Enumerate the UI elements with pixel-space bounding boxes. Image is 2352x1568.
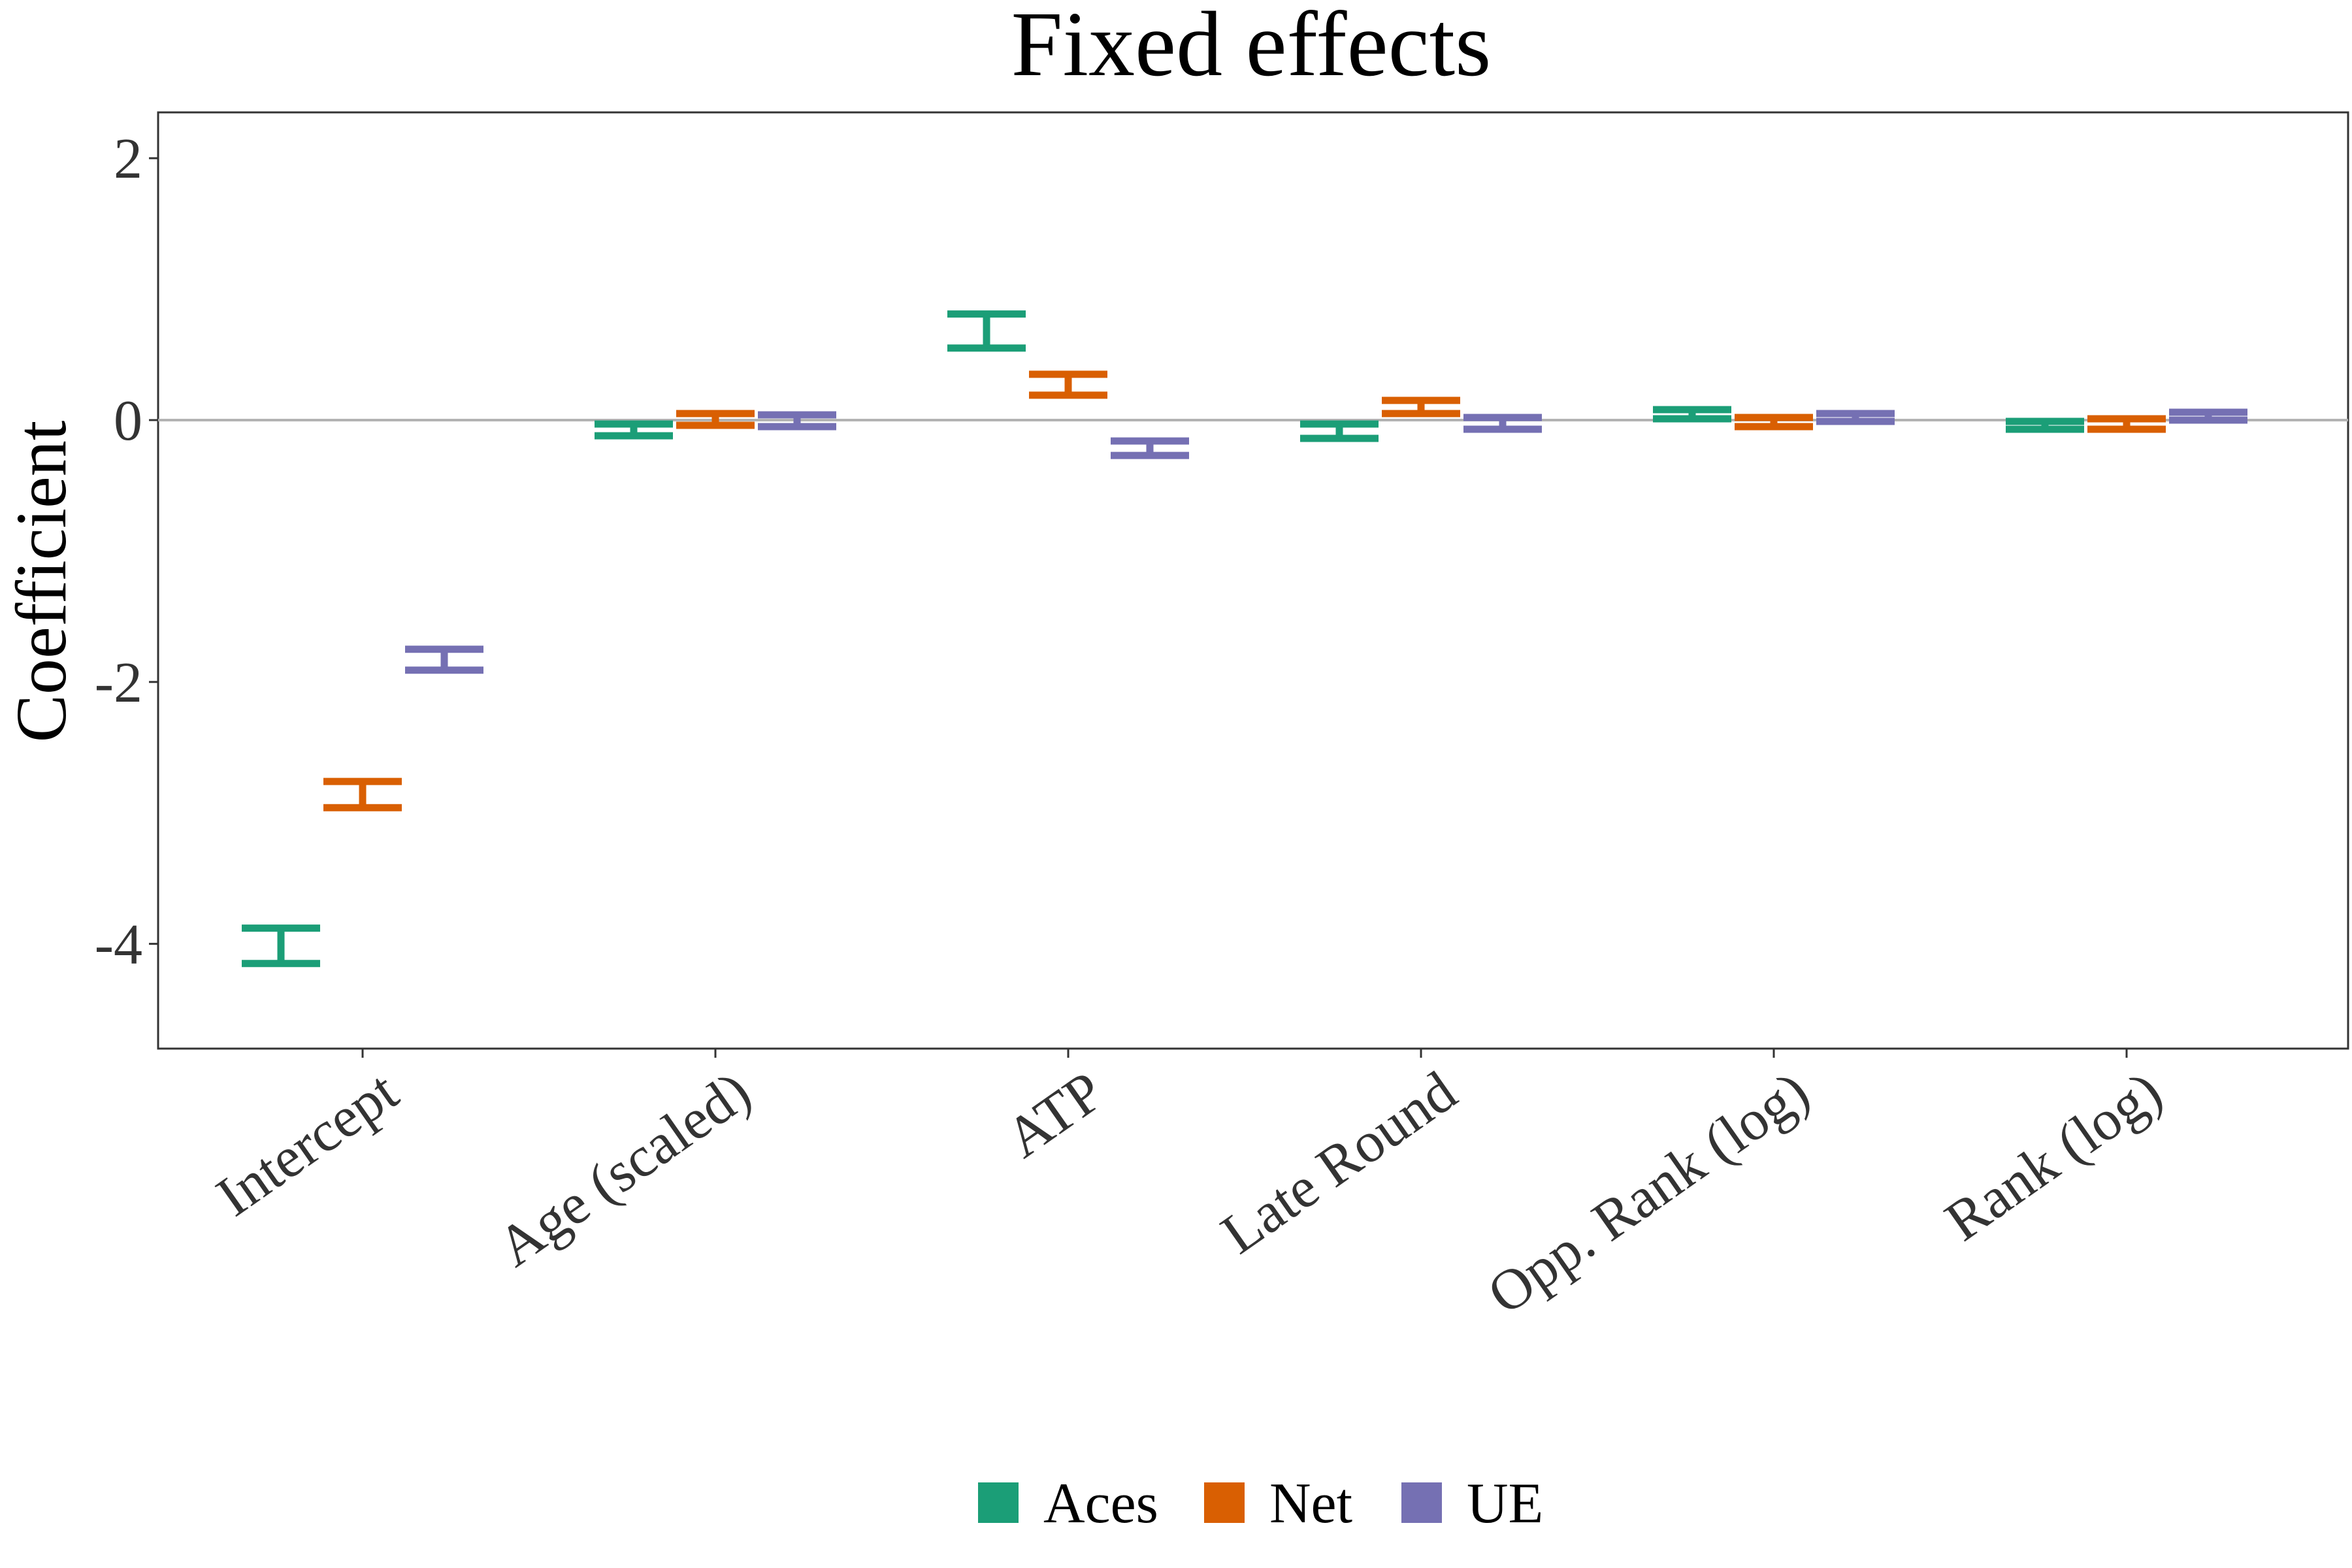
series-ue xyxy=(405,408,2247,674)
legend-key xyxy=(1401,1482,1442,1523)
y-tick-label: -4 xyxy=(95,913,142,977)
x-tick-label: Rank (log) xyxy=(1935,1060,2174,1254)
error-bar xyxy=(676,410,755,429)
y-tick-label: 0 xyxy=(114,389,142,453)
y-tick-label: -2 xyxy=(95,651,142,715)
x-tick-label: Age (scaled) xyxy=(487,1060,762,1279)
error-bar xyxy=(1300,420,1379,442)
x-tick-label: Opp. Rank (log) xyxy=(1477,1060,1820,1327)
error-bar xyxy=(323,777,402,811)
x-tick-label: Intercept xyxy=(206,1060,410,1229)
error-bar xyxy=(2006,417,2084,433)
error-bar xyxy=(758,411,836,431)
error-bars xyxy=(242,310,2247,968)
series-net xyxy=(323,370,2166,811)
x-axis: Intercept Age (scaled) ATP Late Round Opp. R… xyxy=(206,1049,2174,1327)
legend-key xyxy=(978,1482,1019,1523)
error-bar xyxy=(405,645,483,674)
series-aces xyxy=(242,310,2084,968)
error-bar xyxy=(595,420,673,440)
legend-label: Net xyxy=(1269,1472,1352,1535)
error-bar xyxy=(1382,397,1460,417)
error-bar xyxy=(1816,410,1895,425)
error-bar xyxy=(242,924,320,968)
y-axis-label: Coefficient xyxy=(1,421,81,743)
error-bar xyxy=(2169,408,2247,424)
y-tick-label: 2 xyxy=(114,127,142,191)
error-bar xyxy=(1463,414,1542,433)
legend-label: Aces xyxy=(1043,1472,1158,1535)
error-bar xyxy=(1653,406,1731,423)
legend-label: UE xyxy=(1467,1472,1543,1535)
chart-title: Fixed effects xyxy=(1011,0,1492,95)
error-bar xyxy=(1735,414,1813,431)
error-bar xyxy=(1111,437,1189,459)
x-tick-label: Late Round xyxy=(1211,1060,1468,1266)
legend-key xyxy=(1204,1482,1245,1523)
x-tick-label: ATP xyxy=(995,1060,1115,1170)
legend: Aces Net UE xyxy=(978,1472,1543,1535)
error-bar xyxy=(1029,370,1107,399)
error-bar xyxy=(2087,415,2166,433)
error-bar xyxy=(947,310,1026,352)
plot-panel xyxy=(157,111,2349,1050)
y-axis: 2 0 -2 -4 xyxy=(95,127,158,977)
